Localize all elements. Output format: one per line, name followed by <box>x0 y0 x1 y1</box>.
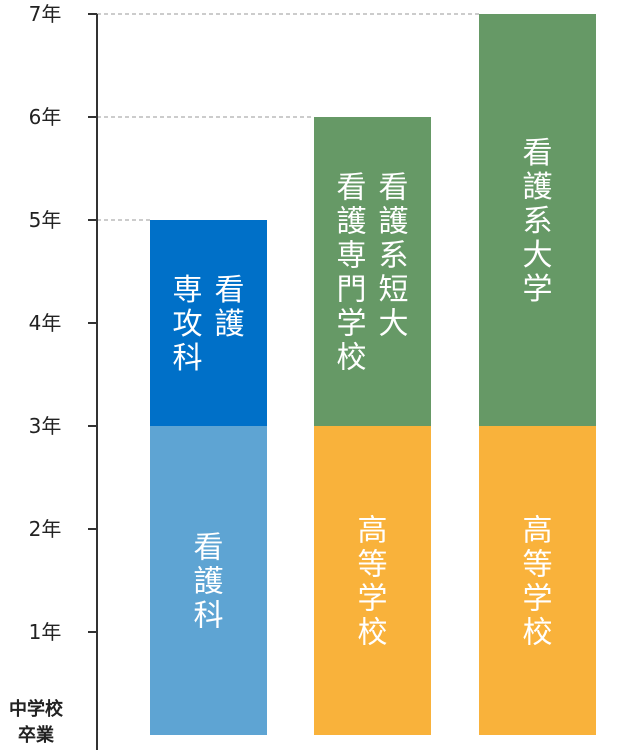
y-tick-label-2: 2年 <box>29 517 62 541</box>
bar-2-segment-2-label-2: 看護専門学校 <box>337 170 367 375</box>
bar-1-segment-2-label-2: 専攻科 <box>173 273 203 376</box>
baseline-label-line-2: 卒業 <box>18 724 55 746</box>
bar-1-segment-1 <box>150 426 267 735</box>
bar-1-segment-1-label-1: 看護科 <box>194 530 224 633</box>
reference-lines <box>97 13 479 221</box>
bar-3-segment-2 <box>479 14 596 426</box>
bar-2-segment-1 <box>314 426 431 735</box>
bar-1-segment-2 <box>150 220 267 426</box>
y-axis <box>88 13 98 750</box>
y-tick-label-5: 5年 <box>29 208 62 232</box>
y-tick-label-7: 7年 <box>29 2 62 26</box>
y-tick-labels: 1年 2年 3年 4年 5年 6年 7年 <box>29 2 62 644</box>
bar-2-segment-2 <box>314 117 431 426</box>
y-tick-label-1: 1年 <box>29 620 62 644</box>
bar-2-segment-2-label-1: 看護系短大 <box>379 170 409 341</box>
bar-1-segment-2-label-1: 看護 <box>215 273 245 342</box>
bar-3-segment-2-label-1: 看護系大学 <box>523 136 553 307</box>
y-tick-label-3: 3年 <box>29 414 62 438</box>
bar-3-segment-1 <box>479 426 596 735</box>
y-tick-label-4: 4年 <box>29 311 62 335</box>
bar-2-segment-1-label-1: 高等学校 <box>358 513 388 650</box>
baseline-label-line-1: 中学校 <box>9 698 64 720</box>
bar-3-segment-1-label-1: 高等学校 <box>523 513 553 650</box>
y-tick-label-6: 6年 <box>29 105 62 129</box>
